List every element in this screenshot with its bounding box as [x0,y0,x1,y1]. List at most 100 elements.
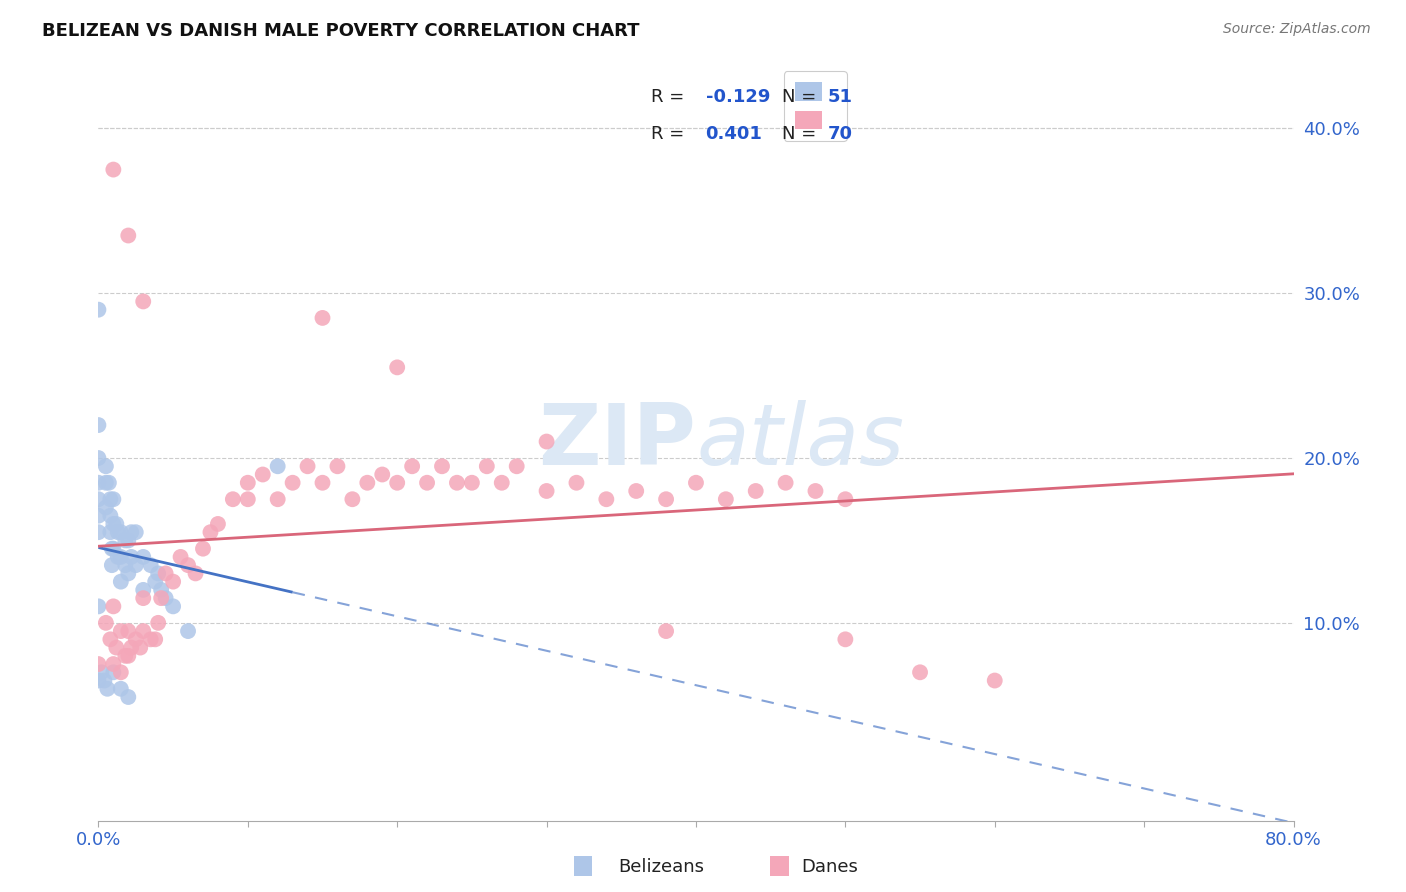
Point [311,310,333,325]
Point [685,475,707,490]
Point [148,566,170,581]
Point [110,574,132,589]
Point [177,624,200,639]
Text: atlas: atlas [696,400,904,483]
Point [311,475,333,490]
Point [103,665,125,680]
Point [125,632,148,647]
Text: Danes: Danes [801,858,858,876]
Text: R =: R = [651,87,689,105]
Point [984,673,1007,688]
Point [461,475,484,490]
Text: Belizeans: Belizeans [619,858,704,876]
Point [125,558,148,573]
Point [834,632,856,647]
Point [117,533,139,548]
Point [103,657,125,671]
Point [184,566,207,581]
Point [87,525,110,540]
Point [87,508,110,523]
Point [655,492,678,507]
Point [98,632,122,647]
Text: Source: ZipAtlas.com: Source: ZipAtlas.com [1223,22,1371,37]
Point [94,500,117,515]
Point [120,525,142,540]
Point [430,459,453,474]
Legend: , : , [785,71,846,141]
Point [132,582,155,597]
Text: N =: N = [782,126,823,144]
Point [97,475,120,490]
Text: BELIZEAN VS DANISH MALE POVERTY CORRELATION CHART: BELIZEAN VS DANISH MALE POVERTY CORRELAT… [42,22,640,40]
Point [626,483,648,498]
Point [105,516,128,531]
Point [117,228,139,243]
Point [98,525,122,540]
Point [87,492,110,507]
Point [132,549,155,564]
Point [120,549,142,564]
Point [143,632,166,647]
Point [125,525,148,540]
Point [90,665,112,680]
Point [110,665,132,680]
Point [252,467,274,482]
Point [267,492,290,507]
Point [595,492,617,507]
Point [150,582,173,597]
Point [155,591,177,606]
Point [565,475,588,490]
Point [103,599,125,614]
Point [356,475,378,490]
Point [200,525,222,540]
Point [87,418,110,433]
Point [87,657,110,671]
Point [101,558,124,573]
Point [103,516,125,531]
Point [342,492,364,507]
Point [491,475,513,490]
Point [236,492,259,507]
Point [107,525,129,540]
Point [416,475,439,490]
Point [120,640,142,655]
Point [96,681,118,696]
Text: N =: N = [782,87,823,105]
Text: 70: 70 [827,126,852,144]
Point [745,483,768,498]
Point [536,434,558,449]
Point [804,483,827,498]
Point [281,475,304,490]
Point [117,648,139,663]
Point [714,492,737,507]
Text: 51: 51 [827,87,852,105]
Point [834,492,856,507]
Point [385,360,409,375]
Point [129,640,152,655]
Point [107,549,129,564]
Point [87,450,110,465]
Point [98,492,122,507]
Point [98,508,122,523]
Point [155,566,177,581]
Point [236,475,259,490]
Text: R =: R = [651,126,689,144]
Point [222,492,245,507]
Point [143,574,166,589]
Point [132,294,155,309]
Point [110,549,132,564]
Text: ZIP: ZIP [538,400,696,483]
Point [103,541,125,556]
Point [114,648,136,663]
Point [87,599,110,614]
Point [139,558,162,573]
Point [401,459,423,474]
Point [297,459,319,474]
Point [169,549,191,564]
Point [114,558,136,573]
Point [207,516,229,531]
Point [117,690,139,704]
Point [655,624,678,639]
Point [475,459,498,474]
Point [267,459,290,474]
